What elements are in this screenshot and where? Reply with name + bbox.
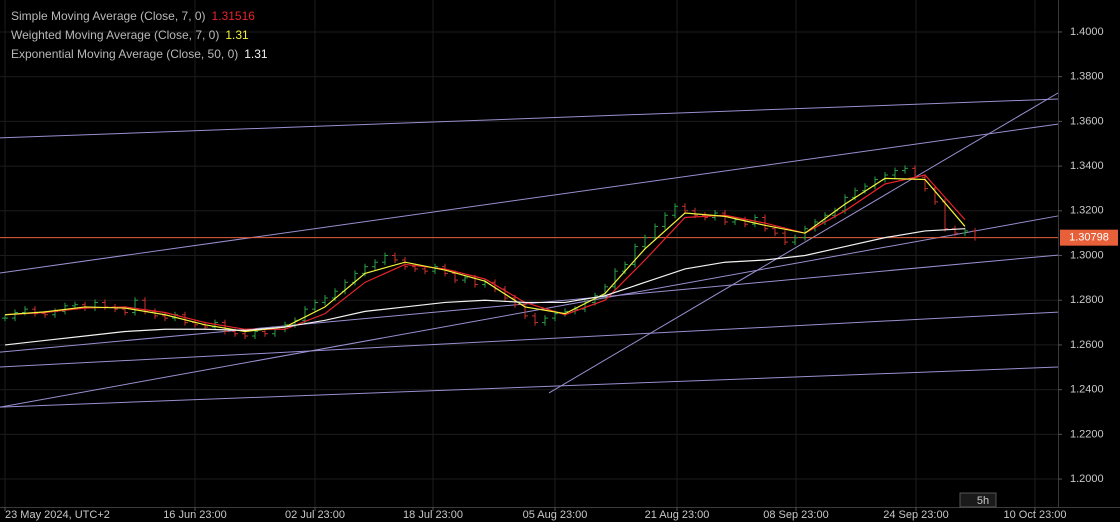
price-bar xyxy=(242,330,248,339)
price-bar xyxy=(372,259,378,270)
y-tick-label: 1.2400 xyxy=(1070,384,1104,396)
last-price-label: 1.30798 xyxy=(1069,232,1109,244)
price-bar xyxy=(322,294,328,306)
last-price-tag xyxy=(1060,229,1118,246)
y-tick-label: 1.2000 xyxy=(1070,473,1104,485)
price-bar xyxy=(432,263,438,275)
x-tick-label: 08 Sep 23:00 xyxy=(763,509,828,521)
price-bar xyxy=(902,165,908,174)
y-tick-label: 1.3400 xyxy=(1070,160,1104,172)
ma-layer xyxy=(4,174,966,346)
price-bar xyxy=(672,203,678,219)
price-bar xyxy=(222,319,228,335)
price-bar xyxy=(182,311,188,326)
price-bar xyxy=(792,234,798,246)
y-tick-label: 1.2800 xyxy=(1070,294,1104,306)
price-bar xyxy=(422,265,428,275)
timeframe-button[interactable] xyxy=(959,492,997,508)
y-tick-label: 1.3200 xyxy=(1070,205,1104,217)
price-bar xyxy=(612,268,618,290)
trendline xyxy=(0,123,1059,274)
price-bar xyxy=(132,297,138,316)
x-tick-label: 05 Aug 23:00 xyxy=(523,509,588,521)
price-bar xyxy=(922,174,928,192)
legend: Simple Moving Average (Close, 7, 0) 1.315… xyxy=(11,9,268,61)
legend-value: 1.31 xyxy=(244,47,268,61)
axis-layer: 1.2000 1.2200 1.2400 1.2600 1.2800 1.3000 1.32… xyxy=(4,26,1118,521)
price-bar xyxy=(662,212,668,230)
trendline xyxy=(0,98,1059,139)
y-tick-label: 1.3800 xyxy=(1070,71,1104,83)
x-tick-label: 10 Oct 23:00 xyxy=(1004,509,1067,521)
price-bar xyxy=(652,223,658,241)
legend-value: 1.31 xyxy=(225,28,249,42)
grid-layer xyxy=(0,0,1058,507)
y-tick-label: 1.3000 xyxy=(1070,249,1104,261)
y-tick-label: 1.2600 xyxy=(1070,339,1104,351)
timeframe-label[interactable]: 5h xyxy=(977,495,989,507)
x-tick-label: 24 Sep 23:00 xyxy=(883,509,948,521)
price-bar xyxy=(972,227,978,241)
price-bar xyxy=(62,302,68,315)
trendline xyxy=(548,92,1059,394)
price-bar xyxy=(542,315,548,326)
price-bar xyxy=(2,315,8,322)
x-tick-label: 18 Jul 23:00 xyxy=(403,509,463,521)
y-tick-label: 1.2200 xyxy=(1070,428,1104,440)
price-bar xyxy=(632,243,638,268)
moving-average-line xyxy=(4,177,966,333)
price-bar xyxy=(392,252,398,263)
price-bar xyxy=(532,312,538,326)
trendline xyxy=(0,311,1059,368)
price-bar xyxy=(382,252,388,266)
trendline xyxy=(0,366,1059,408)
price-bar xyxy=(402,256,408,270)
legend-name: Simple Moving Average (Close, 7, 0) xyxy=(11,9,206,23)
legend-name: Exponential Moving Average (Close, 50, 0… xyxy=(11,47,238,61)
x-tick-label: 16 Jun 23:00 xyxy=(163,509,227,521)
price-bar xyxy=(642,234,648,250)
price-bar xyxy=(962,227,968,237)
price-bar xyxy=(892,167,898,179)
price-bar xyxy=(12,309,18,322)
price-bar xyxy=(682,203,688,214)
price-bar xyxy=(782,230,788,246)
legend-name: Weighted Moving Average (Close, 7, 0) xyxy=(11,28,219,42)
x-tick-label: 02 Jul 23:00 xyxy=(285,509,345,521)
y-tick-label: 1.3600 xyxy=(1070,115,1104,127)
legend-value: 1.31516 xyxy=(212,9,256,23)
moving-average-line xyxy=(4,228,966,346)
trendline xyxy=(0,215,1059,408)
x-tick-label: 21 Aug 23:00 xyxy=(645,509,710,521)
price-bar xyxy=(302,306,308,324)
price-bar xyxy=(262,328,268,337)
price-bar xyxy=(722,210,728,225)
x-tick-label: 23 May 2024, UTC+2 xyxy=(5,509,110,521)
price-bar xyxy=(312,299,318,313)
y-tick-label: 1.4000 xyxy=(1070,26,1104,38)
